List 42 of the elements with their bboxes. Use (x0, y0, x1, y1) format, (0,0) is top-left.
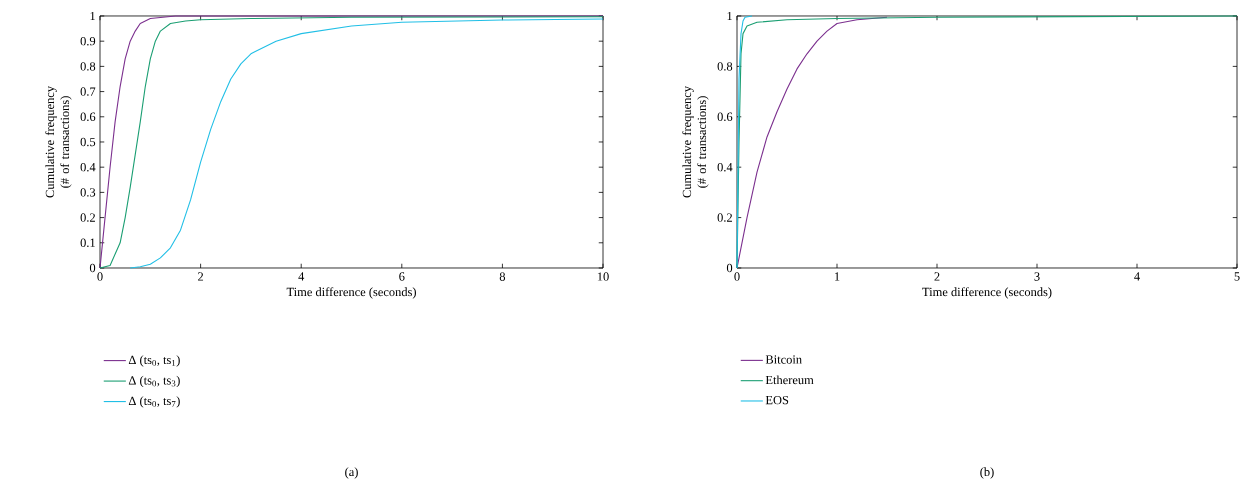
y-axis-title: Cumulative frequency (# of transactions) (682, 86, 709, 198)
line-series (736, 15, 753, 269)
legend-label: EOS (765, 395, 789, 405)
x-tick-label: 6 (399, 272, 405, 281)
x-tick-label: 8 (499, 272, 506, 281)
x-tick-label: 1 (834, 272, 840, 281)
y-tick-label: 0.6 (80, 112, 96, 122)
x-tick-label: 3 (1034, 272, 1040, 281)
legend-label: Δ (ts$_{0}$, ts$_{1}$) (128, 355, 180, 367)
y-axis-title: Cumulative frequency (# of transactions) (45, 86, 72, 198)
legend-label: Ethereum (765, 375, 814, 385)
y-tick-label: 0.5 (80, 137, 96, 147)
y-tick-label: 0 (726, 263, 733, 273)
y-tick-label: 0.2 (717, 213, 732, 222)
y-tick-label: 0.4 (80, 162, 96, 172)
y-tick-label: 0.8 (717, 62, 733, 71)
x-tick-label: 2 (198, 272, 204, 281)
y-tick-label: 0.2 (80, 213, 95, 222)
legend-label: Δ (ts$_{0}$, ts$_{3}$) (128, 375, 180, 388)
y-tick-label: 1 (90, 11, 95, 21)
y-tick-label: 0.9 (80, 36, 96, 46)
x-tick-label: 0 (97, 272, 103, 281)
x-tick-label: 0 (734, 272, 740, 281)
y-tick-label: 0.7 (80, 87, 96, 96)
x-tick-label: 4 (298, 272, 305, 281)
y-tick-label: 0.1 (80, 238, 95, 248)
x-tick-label: 10 (597, 272, 609, 281)
text: (b) (980, 467, 994, 479)
text: (a) (345, 467, 358, 479)
legend-label: Bitcoin (765, 355, 802, 364)
x-tick-label: 5 (1234, 272, 1240, 281)
x-axis-title: Time difference (seconds) (922, 287, 1052, 299)
y-tick-label: 0.3 (80, 188, 96, 197)
y-tick-label: 0.4 (717, 162, 733, 172)
y-tick-label: 0.6 (717, 112, 733, 122)
y-tick-label: 0 (89, 263, 96, 273)
x-tick-label: 4 (1134, 272, 1140, 281)
y-tick-label: 0.8 (80, 62, 96, 71)
x-axis-title: Time difference (seconds) (286, 287, 416, 299)
x-tick-label: 2 (934, 272, 940, 281)
y-tick-label: 1 (727, 11, 732, 21)
legend-label: Δ (ts$_{0}$, ts$_{7}$) (128, 396, 180, 408)
